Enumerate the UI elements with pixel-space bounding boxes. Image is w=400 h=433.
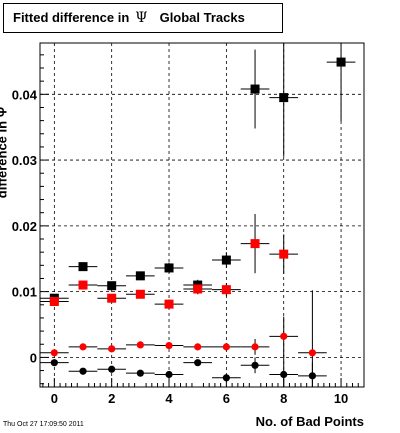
circle-point — [79, 367, 87, 375]
circle-point — [222, 374, 230, 382]
axis-ticks — [40, 54, 365, 387]
square-point — [78, 262, 88, 272]
plot-frame — [39, 42, 365, 388]
y-tick-label: 0 — [30, 350, 37, 365]
square-point — [135, 271, 145, 281]
square-point — [279, 93, 289, 103]
grid-lines — [40, 43, 364, 387]
square-point — [107, 293, 117, 303]
square-point — [164, 299, 174, 309]
circle-point — [165, 341, 173, 350]
chart-title: Fitted difference in Ψ Global Tracks — [3, 3, 283, 33]
square-point — [336, 57, 346, 67]
x-tick-label: 8 — [280, 391, 287, 406]
square-point — [279, 249, 289, 259]
circle-point — [136, 369, 144, 377]
square-point — [250, 84, 260, 94]
square-point — [193, 284, 203, 294]
circle-point — [136, 341, 144, 349]
square-point — [107, 281, 117, 291]
x-tick-label: 6 — [223, 391, 230, 406]
y-tick-label: 0.01 — [12, 285, 37, 300]
circle-point — [308, 349, 316, 357]
circle-point — [108, 365, 116, 373]
circle-point — [108, 345, 116, 353]
series-0 — [40, 43, 356, 303]
x-axis-label: No. of Bad Points — [255, 414, 364, 429]
circle-point — [308, 372, 316, 380]
x-tick-label: 0 — [51, 391, 58, 406]
timestamp: Thu Oct 27 17:09:50 2011 — [3, 421, 84, 428]
circle-point — [165, 370, 173, 379]
y-tick-label: 0.02 — [12, 219, 37, 234]
circle-point — [79, 343, 87, 351]
series-2 — [40, 290, 327, 387]
series-1 — [40, 214, 299, 309]
circle-point — [251, 343, 259, 351]
tick-labels: 0 2 4 6 8 10 0 0.01 0.02 0.03 0.04 — [12, 87, 349, 406]
circle-point — [194, 359, 202, 367]
x-tick-label: 2 — [108, 391, 115, 406]
circle-point — [194, 343, 202, 351]
y-tick-label: 0.04 — [12, 87, 38, 102]
square-point — [164, 263, 174, 273]
square-point — [250, 239, 260, 249]
title-suffix: Global Tracks — [159, 10, 245, 25]
data-marks — [40, 43, 356, 387]
psi-symbol: Ψ — [135, 10, 148, 26]
circle-point — [280, 370, 288, 379]
y-tick-label: 0.03 — [12, 153, 37, 168]
circle-point — [222, 343, 230, 351]
x-tick-label: 10 — [334, 391, 348, 406]
square-point — [135, 289, 145, 299]
title-prefix: Fitted difference in — [13, 10, 130, 25]
circle-point — [50, 359, 58, 367]
circle-point — [50, 349, 58, 357]
x-tick-label: 4 — [165, 391, 173, 406]
square-point — [78, 280, 88, 290]
square-point — [221, 255, 231, 265]
circle-point — [251, 361, 259, 369]
series-3 — [40, 354, 327, 387]
square-point — [221, 285, 231, 295]
circle-point — [280, 332, 288, 340]
square-point — [49, 296, 59, 306]
